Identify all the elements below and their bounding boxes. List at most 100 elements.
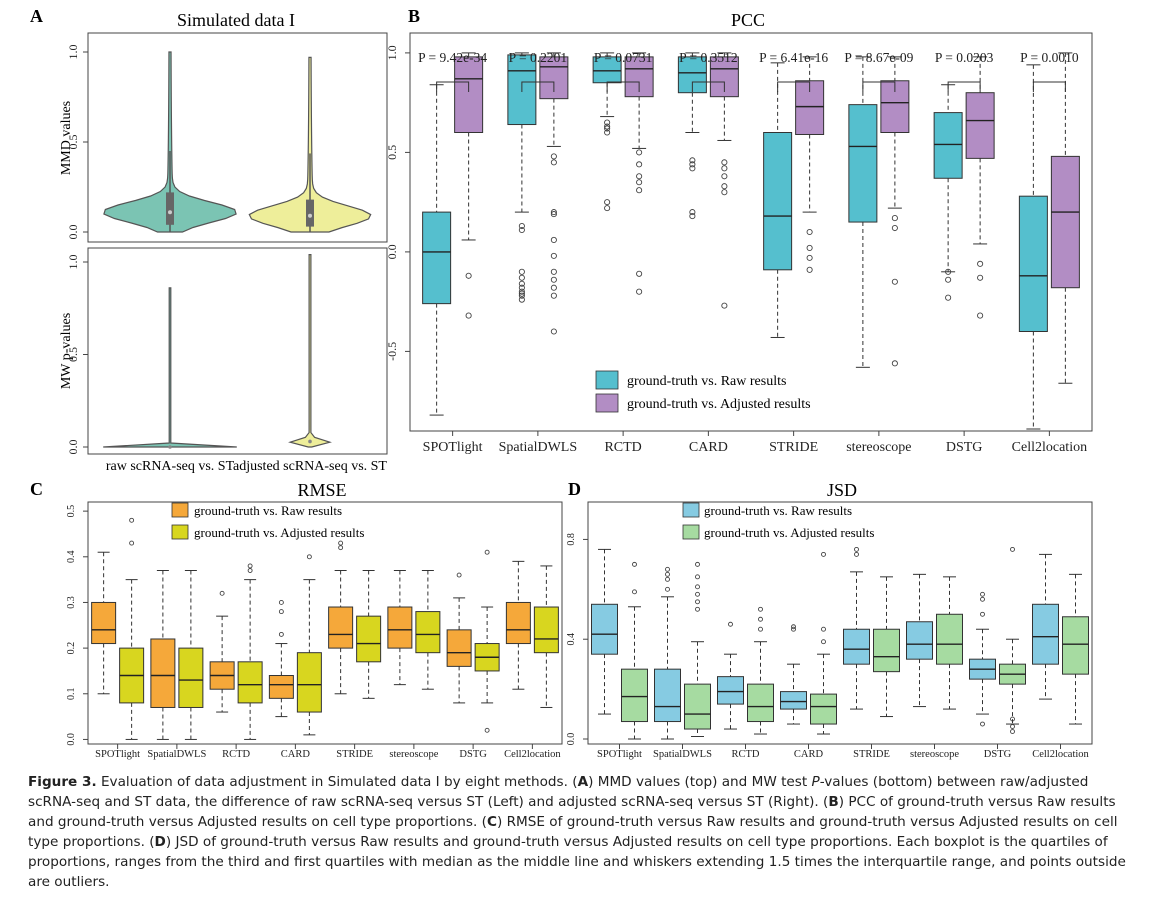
outlier-point bbox=[550, 328, 557, 335]
x-tick-label: CARD bbox=[794, 749, 824, 760]
outlier-point bbox=[665, 571, 670, 577]
y-tick-label: 0.4 bbox=[66, 551, 77, 564]
violin-iqr-box bbox=[166, 192, 174, 225]
outlier-point bbox=[636, 187, 643, 194]
y-tick-label: 0.5 bbox=[66, 505, 77, 518]
outlier-point bbox=[721, 183, 728, 190]
outlier-point bbox=[689, 161, 696, 168]
panel-d-frame bbox=[587, 501, 1093, 745]
box-iqr bbox=[810, 693, 837, 725]
outlier-point bbox=[791, 626, 796, 632]
outlier-point bbox=[695, 574, 700, 580]
outlier-point bbox=[636, 179, 643, 186]
outlier-point bbox=[1010, 716, 1015, 722]
outlier-point bbox=[518, 290, 525, 297]
legend-adjusted-swatch bbox=[171, 524, 189, 540]
outlier-point bbox=[636, 270, 643, 277]
significance-bracket bbox=[436, 81, 470, 92]
outlier-point bbox=[518, 226, 525, 234]
x-tick-label: stereoscope bbox=[910, 749, 959, 760]
outlier-point bbox=[518, 288, 525, 295]
outlier-point bbox=[550, 292, 557, 299]
box-iqr bbox=[505, 601, 531, 645]
outlier-point bbox=[854, 546, 859, 552]
x-tick-label: CARD bbox=[689, 440, 728, 455]
p-value-label: P = 0.0203 bbox=[935, 50, 994, 65]
outlier-point bbox=[456, 572, 462, 578]
outlier-point bbox=[278, 600, 284, 605]
box-iqr bbox=[328, 606, 354, 649]
box-iqr bbox=[356, 615, 382, 663]
outlier-point bbox=[518, 222, 525, 230]
box-iqr bbox=[296, 652, 322, 713]
x-tick-label: RCTD bbox=[731, 749, 759, 760]
outlier-point bbox=[977, 312, 984, 319]
outlier-point bbox=[695, 584, 700, 590]
outlier-point bbox=[604, 123, 611, 130]
y-tick-label: 0.5 bbox=[66, 135, 80, 150]
outlier-point bbox=[338, 540, 344, 546]
box-iqr bbox=[747, 683, 774, 723]
panel-c-legend: ground-truth vs. Raw results ground-trut… bbox=[171, 502, 364, 540]
outlier-point bbox=[806, 244, 813, 251]
y-tick-label: -0.5 bbox=[385, 342, 399, 361]
x-tick-label: SpatialDWLS bbox=[147, 749, 206, 760]
outlier-point bbox=[891, 360, 898, 367]
outlier-point bbox=[550, 211, 557, 218]
p-value-label: P = 6.41e-16 bbox=[759, 50, 828, 65]
outlier-point bbox=[550, 268, 557, 275]
outlier-point bbox=[665, 566, 670, 572]
outlier-point bbox=[945, 268, 952, 275]
outlier-point bbox=[550, 236, 557, 244]
outlier-point bbox=[278, 631, 284, 637]
y-tick-label: 0.5 bbox=[385, 145, 399, 160]
significance-bracket bbox=[947, 81, 981, 92]
outlier-point bbox=[550, 252, 557, 259]
x-tick-label: stereoscope bbox=[389, 749, 438, 760]
caption-text: ) PCC of ground-truth versus Raw results… bbox=[28, 794, 1116, 830]
outlier-point bbox=[695, 561, 700, 567]
outlier-point bbox=[891, 224, 898, 232]
caption-text: ) RMSE of ground-truth versus Raw result… bbox=[28, 814, 1118, 850]
x-tick-label: SpatialDWLS bbox=[653, 749, 712, 760]
outlier-point bbox=[689, 165, 696, 172]
outlier-point bbox=[550, 153, 557, 160]
caption-ref-a: A bbox=[577, 774, 589, 790]
x-tick-label: SPOTlight bbox=[597, 749, 642, 760]
y-tick-label: 0.4 bbox=[566, 633, 577, 646]
x-tick-label: STRIDE bbox=[769, 440, 818, 455]
outlier-point bbox=[632, 561, 637, 567]
outlier-point bbox=[806, 228, 813, 236]
box-iqr bbox=[415, 611, 441, 654]
outlier-point bbox=[806, 266, 813, 273]
outlier-point bbox=[636, 173, 643, 180]
y-tick-label: 0.0 bbox=[66, 733, 77, 746]
violin-shape bbox=[248, 56, 372, 233]
p-value-label: P = 0.3512 bbox=[679, 50, 738, 65]
box-iqr bbox=[1018, 195, 1048, 332]
panel-a-bottom-frame bbox=[87, 247, 388, 455]
caption-ref-d: D bbox=[154, 834, 166, 850]
violin-median bbox=[308, 213, 312, 218]
p-value-label: P = 8.67e-09 bbox=[844, 50, 913, 65]
outlier-point bbox=[945, 294, 952, 301]
box-iqr bbox=[843, 628, 870, 665]
outlier-point bbox=[728, 621, 733, 627]
x-tick-label: SpatialDWLS bbox=[499, 440, 578, 455]
outlier-point bbox=[791, 624, 796, 630]
outlier-point bbox=[484, 727, 490, 733]
x-tick-label: STRIDE bbox=[853, 749, 890, 760]
panel-b-title: PCC bbox=[731, 10, 765, 30]
outlier-point bbox=[980, 591, 985, 597]
box-iqr bbox=[965, 92, 995, 159]
panel-a-title: Simulated data I bbox=[177, 10, 295, 30]
panel-a-xlabel-raw: raw scRNA-seq vs. ST bbox=[106, 459, 235, 474]
figure-canvas: A Simulated data I B PCC C RMSE D JSD MM… bbox=[30, 6, 1093, 760]
y-tick-label: 0.0 bbox=[385, 244, 399, 259]
legend-adjusted-label: ground-truth vs. Adjusted results bbox=[194, 525, 364, 540]
box-iqr bbox=[848, 104, 878, 223]
caption-p-italic: P bbox=[811, 774, 820, 790]
significance-bracket bbox=[521, 81, 555, 92]
legend-adjusted-swatch bbox=[595, 393, 619, 413]
x-tick-label: Cell2location bbox=[504, 749, 561, 760]
